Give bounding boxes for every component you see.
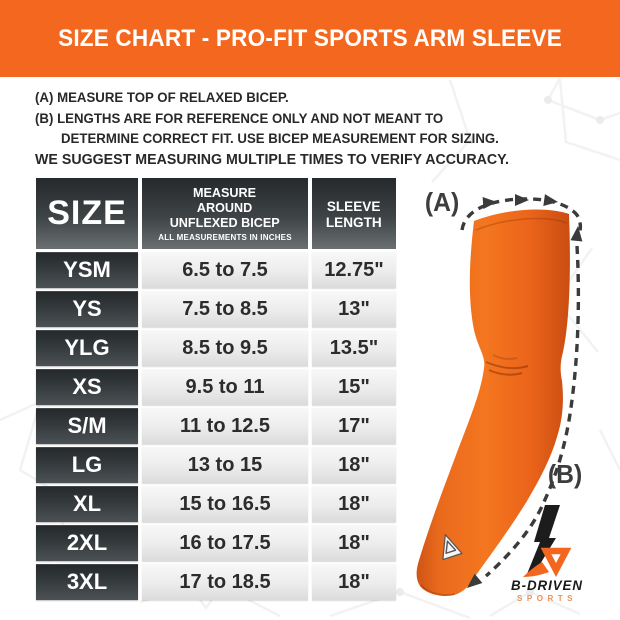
column-header-sleeve-length: SLEEVE LENGTH: [312, 178, 396, 249]
bicep-range: 6.5 to 7.5: [142, 252, 308, 288]
size-label: 2XL: [36, 525, 138, 561]
note-a-prefix: (A): [35, 90, 54, 105]
sleeve-length: 13": [312, 291, 396, 327]
size-header-label: SIZE: [47, 194, 127, 232]
sleeve-length: 13.5": [312, 330, 396, 366]
bicep-range: 11 to 12.5: [142, 408, 308, 444]
label-measurement-a: (A): [424, 187, 460, 217]
sleeve-length: 18": [312, 447, 396, 483]
measurement-b-arrowheads: [467, 226, 583, 588]
sleeve-length: 18": [312, 525, 396, 561]
sleeve-header-line1: SLEEVE: [327, 197, 381, 214]
size-label: XL: [36, 486, 138, 522]
measurement-a-arrowheads: [482, 194, 558, 209]
brand-logo: B-DRIVEN SPORTS: [494, 577, 600, 603]
sleeve-length: 18": [312, 564, 396, 600]
sleeve-header-line2: LENGTH: [326, 213, 382, 230]
size-label: YSM: [36, 252, 138, 288]
bicep-header-line2: AROUND: [197, 200, 253, 215]
wrist-cuff-line: [420, 584, 456, 596]
sleeve-length: 15": [312, 369, 396, 405]
note-a-text: MEASURE TOP OF RELAXED BICEP.: [57, 90, 289, 105]
bicep-range: 15 to 16.5: [142, 486, 308, 522]
note-b-text1: LENGTHS ARE FOR REFERENCE ONLY AND NOT M…: [57, 110, 444, 126]
measurement-b-line: [484, 245, 581, 578]
bicep-range: 8.5 to 9.5: [142, 330, 308, 366]
brand-name: B-DRIVEN: [511, 577, 583, 593]
label-measurement-b: (B): [547, 459, 583, 489]
bicep-header-line3: UNFLEXED BICEP: [169, 215, 281, 230]
note-b-line1: (B) LENGTHS ARE FOR REFERENCE ONLY AND N…: [35, 109, 509, 130]
column-header-bicep: MEASURE AROUND UNFLEXED BICEP ALL MEASUR…: [142, 178, 308, 249]
size-label: LG: [36, 447, 138, 483]
size-label: S/M: [36, 408, 138, 444]
sleeve-length: 18": [312, 486, 396, 522]
bicep-range: 7.5 to 8.5: [142, 291, 308, 327]
note-b-line2: DETERMINE CORRECT FIT. USE BICEP MEASURE…: [61, 131, 499, 146]
note-footer: WE SUGGEST MEASURING MULTIPLE TIMES TO V…: [35, 151, 509, 168]
bicep-range: 17 to 18.5: [142, 564, 308, 600]
page-title: SIZE CHART - PRO-FIT SPORTS ARM SLEEVE: [58, 24, 562, 52]
note-b-prefix: (B): [35, 110, 54, 126]
sleeve-top-cuff-line: [475, 217, 568, 231]
bicep-header-note: ALL MEASUREMENTS IN INCHES: [158, 233, 292, 242]
elbow-crease-lines: [485, 354, 529, 376]
brand-subtitle: SPORTS: [517, 594, 577, 603]
sleeve-length: 17": [312, 408, 396, 444]
b-driven-logo-icon: [523, 505, 572, 577]
header-banner: SIZE CHART - PRO-FIT SPORTS ARM SLEEVE: [0, 0, 620, 77]
sleeve-shape: [416, 209, 570, 596]
bicep-header-line1: MEASURE: [193, 185, 257, 200]
note-a: (A) MEASURE TOP OF RELAXED BICEP.: [35, 88, 509, 109]
sleeve-length: 12.75": [312, 252, 396, 288]
size-table: SIZE MEASURE AROUND UNFLEXED BICEP ALL M…: [36, 178, 396, 600]
bicep-range: 9.5 to 11: [142, 369, 308, 405]
measuring-notes: (A) MEASURE TOP OF RELAXED BICEP. (B) LE…: [35, 88, 519, 170]
bicep-range: 16 to 17.5: [142, 525, 308, 561]
column-header-size: SIZE: [36, 178, 138, 249]
size-label: XS: [36, 369, 138, 405]
size-label: YLG: [36, 330, 138, 366]
bicep-range: 13 to 15: [142, 447, 308, 483]
size-label: 3XL: [36, 564, 138, 600]
size-label: YS: [36, 291, 138, 327]
sleeve-triangle-logo-icon: [442, 533, 463, 561]
